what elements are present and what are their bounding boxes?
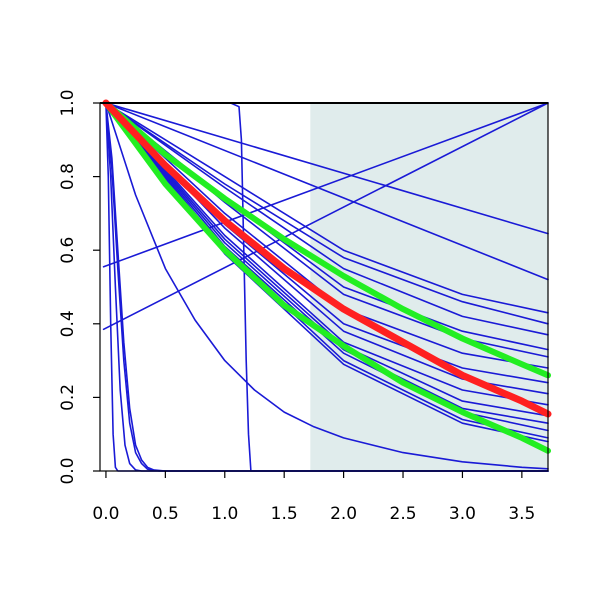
series-line-blue-21: [105, 102, 549, 425]
series-line-blue-4: [105, 102, 549, 472]
y-tick-label: 0.2: [58, 384, 78, 411]
series-line-blue-12: [105, 102, 549, 325]
series-line-blue-5: [105, 102, 549, 472]
x-tick-label: 2.5: [390, 504, 417, 524]
x-tick-label: 1.5: [271, 504, 298, 524]
x-axis: 0.0 0.5 1.0 1.5 2.0 2.5 3.0 3.5: [92, 471, 535, 524]
x-tick-label: 2.0: [330, 504, 357, 524]
y-tick-label: 0.4: [58, 310, 78, 337]
series-line-blue-22: [105, 102, 549, 432]
y-tick-label: 0.6: [58, 237, 78, 264]
y-tick-label: 1.0: [58, 89, 78, 116]
series-line-blue-8: [102, 102, 549, 268]
shaded-region: [310, 103, 548, 471]
y-tick-label: 0.0: [58, 457, 78, 484]
series-line-blue-11: [105, 102, 549, 314]
series-line-red-27: [102, 99, 552, 418]
series-line-green-26: [102, 100, 551, 454]
plot-frame: [99, 102, 549, 472]
series-line-green-25: [102, 100, 551, 379]
x-tick-label: 3.0: [449, 504, 476, 524]
y-axis: 0.0 0.2 0.4 0.6 0.8 1.0: [58, 89, 100, 485]
series-line-blue-7: [102, 102, 549, 331]
y-tick-label: 0.8: [58, 163, 78, 190]
x-tick-label: 0.5: [152, 504, 179, 524]
series-line-blue-10: [105, 102, 549, 281]
series-line-blue-6: [105, 102, 549, 470]
series-line-blue-13: [105, 102, 549, 336]
x-tick-label: 0.0: [92, 504, 119, 524]
series-lines: [102, 99, 552, 472]
series-line-blue-9: [105, 102, 549, 235]
series-line-blue-19: [105, 102, 549, 406]
x-tick-label: 1.0: [211, 504, 238, 524]
x-tick-label: 3.5: [508, 504, 535, 524]
